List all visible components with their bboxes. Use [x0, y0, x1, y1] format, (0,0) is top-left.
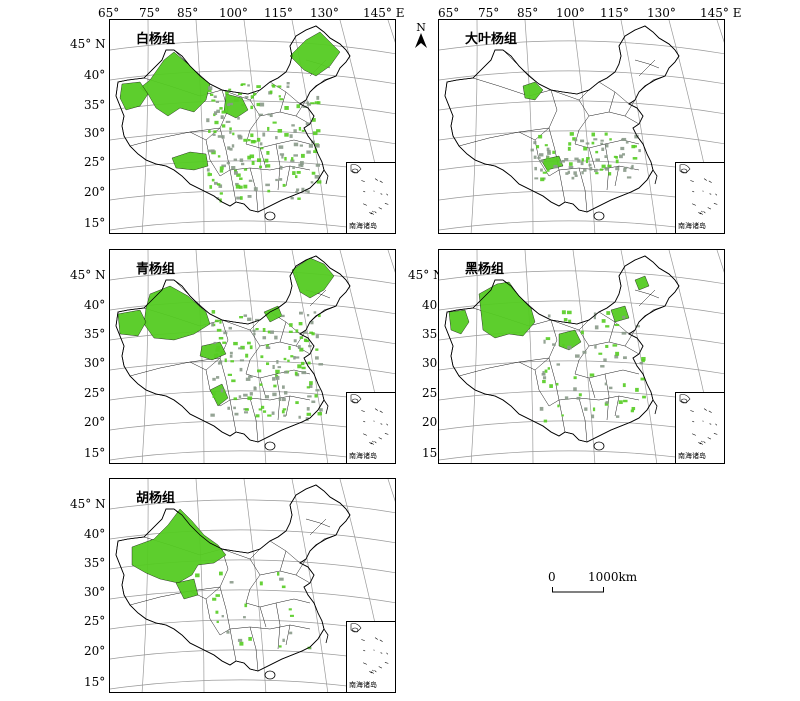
lat-label-r1-25: 25°	[84, 155, 106, 169]
map-panel-qingyang: 青杨组 南海诸岛	[109, 249, 396, 464]
lat-label-right-r2-45: 45° N	[408, 268, 444, 282]
lat-label-r1-30: 30°	[84, 126, 106, 140]
lon-label-top-left-145: 145° E	[363, 6, 405, 20]
lat-label-r3-30: 30°	[84, 585, 106, 599]
lat-label-r2-15: 15°	[84, 446, 106, 460]
lon-label-top-left-85: 85°	[177, 6, 199, 20]
distribution-layer	[444, 25, 680, 213]
lat-label-right-r2-35: 35°	[422, 327, 444, 341]
lat-label-right-r2-20: 20°	[422, 415, 444, 429]
lon-label-top-left-65: 65°	[98, 6, 120, 20]
panel-title: 白杨组	[136, 32, 176, 47]
lat-label-r1-40: 40°	[84, 68, 106, 82]
lat-label-r2-25: 25°	[84, 386, 106, 400]
lon-label-top-right-145: 145° E	[700, 6, 742, 20]
south-china-sea-inset: 南海诸岛	[675, 392, 724, 463]
lon-label-top-right-115: 115°	[600, 6, 629, 20]
map-panel-heiyang: 黑杨组 南海诸岛	[438, 249, 725, 464]
lat-label-r3-45: 45° N	[70, 497, 106, 511]
lat-label-r3-40: 40°	[84, 527, 106, 541]
inset-label: 南海诸岛	[678, 452, 706, 460]
lon-label-top-left-130: 130°	[310, 6, 339, 20]
lat-label-r3-15: 15°	[84, 675, 106, 689]
distribution-layer	[115, 255, 351, 443]
panel-title: 大叶杨组	[465, 32, 518, 47]
lat-label-r1-45: 45° N	[70, 37, 106, 51]
lon-label-top-right-100: 100°	[556, 6, 585, 20]
lon-label-top-left-75: 75°	[139, 6, 161, 20]
lat-label-right-r2-15: 15°	[422, 446, 444, 460]
lat-label-r2-30: 30°	[84, 356, 106, 370]
lat-label-r1-35: 35°	[84, 98, 106, 112]
south-china-sea-inset: 南海诸岛	[675, 162, 724, 233]
lon-label-top-right-130: 130°	[647, 6, 676, 20]
lat-label-r1-15: 15°	[84, 216, 106, 230]
north-label: N	[416, 21, 426, 34]
lat-label-r2-35: 35°	[84, 327, 106, 341]
lon-label-top-left-100: 100°	[219, 6, 248, 20]
lon-label-top-right-85: 85°	[517, 6, 539, 20]
lat-label-r3-35: 35°	[84, 556, 106, 570]
lon-label-top-right-75: 75°	[478, 6, 500, 20]
scale-end-label: 1000km	[588, 570, 638, 584]
inset-label: 南海诸岛	[349, 452, 377, 460]
lat-label-right-r2-30: 30°	[422, 356, 444, 370]
map-panel-huyang: 胡杨组 南海诸岛	[109, 478, 396, 693]
inset-label: 南海诸岛	[349, 222, 377, 230]
distribution-layer	[115, 484, 351, 672]
inset-label: 南海诸岛	[349, 681, 377, 689]
panel-title: 青杨组	[136, 262, 176, 277]
scale-zero-label: 0	[548, 570, 556, 584]
lat-label-r1-20: 20°	[84, 185, 106, 199]
south-china-sea-inset: 南海诸岛	[346, 621, 395, 692]
panel-title: 胡杨组	[136, 491, 176, 506]
lat-label-right-r2-25: 25°	[422, 386, 444, 400]
lat-label-r2-45: 45° N	[70, 268, 106, 282]
lat-label-right-r2-40: 40°	[422, 298, 444, 312]
lon-label-top-right-65: 65°	[438, 6, 460, 20]
north-arrow-icon: N	[414, 22, 428, 53]
lon-label-top-left-115: 115°	[264, 6, 293, 20]
map-panel-dayeyang: 大叶杨组 南海诸岛	[438, 19, 725, 234]
inset-label: 南海诸岛	[678, 222, 706, 230]
scale-bar: 0 1000km	[548, 570, 658, 596]
scale-bar-line	[552, 587, 604, 593]
distribution-layer	[444, 255, 680, 443]
lat-label-r2-40: 40°	[84, 298, 106, 312]
south-china-sea-inset: 南海诸岛	[346, 162, 395, 233]
south-china-sea-inset: 南海诸岛	[346, 392, 395, 463]
lat-label-r2-20: 20°	[84, 415, 106, 429]
distribution-layer	[115, 25, 351, 213]
map-panel-baiyang: 白杨组 南海诸岛	[109, 19, 396, 234]
lat-label-r3-20: 20°	[84, 644, 106, 658]
panel-title: 黑杨组	[465, 262, 505, 277]
lat-label-r3-25: 25°	[84, 614, 106, 628]
